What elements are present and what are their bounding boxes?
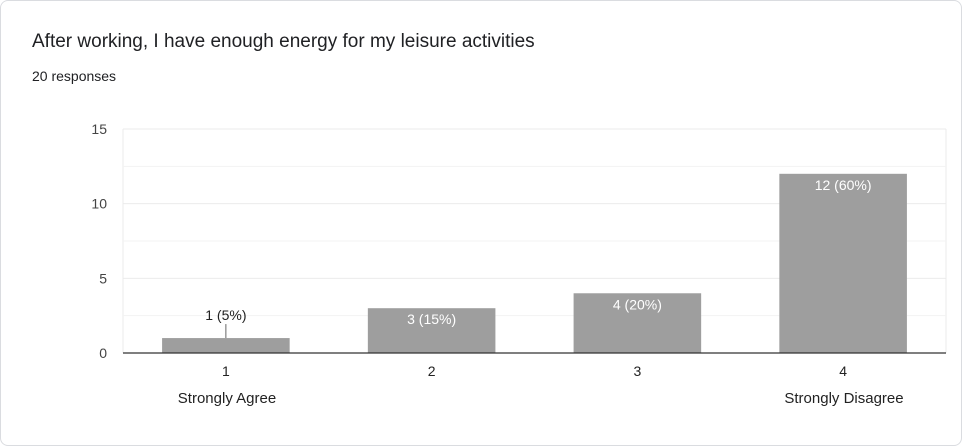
- scale-label-low: Strongly Agree: [178, 390, 276, 407]
- bar: [367, 308, 496, 353]
- question-title: After working, I have enough energy for …: [32, 31, 535, 52]
- bar: [162, 338, 290, 353]
- bars: [162, 173, 907, 353]
- data-label: 12 (60%): [815, 177, 872, 193]
- bar: [779, 173, 907, 353]
- scale-label-high: Strongly Disagree: [784, 390, 903, 407]
- data-label: 3 (15%): [407, 311, 456, 327]
- x-tick-label: 2: [428, 363, 436, 379]
- y-axis-ticks: 0 5 10 15: [91, 121, 107, 361]
- x-tick-label: 4: [839, 363, 847, 379]
- data-label: 1 (5%): [205, 307, 246, 323]
- y-tick-label: 15: [91, 121, 107, 137]
- y-tick-label: 5: [99, 270, 107, 286]
- response-count: 20 responses: [32, 68, 117, 84]
- x-tick-label: 3: [633, 363, 641, 379]
- y-tick-label: 10: [91, 196, 107, 212]
- y-tick-label: 0: [99, 345, 107, 361]
- x-tick-label: 1: [222, 363, 230, 379]
- bar: [573, 293, 702, 353]
- data-labels: 1 (5%) 3 (15%) 4 (20%) 12 (60%): [205, 177, 872, 339]
- data-label: 4 (20%): [613, 296, 662, 312]
- x-axis-ticks: 1 2 3 4: [222, 363, 847, 379]
